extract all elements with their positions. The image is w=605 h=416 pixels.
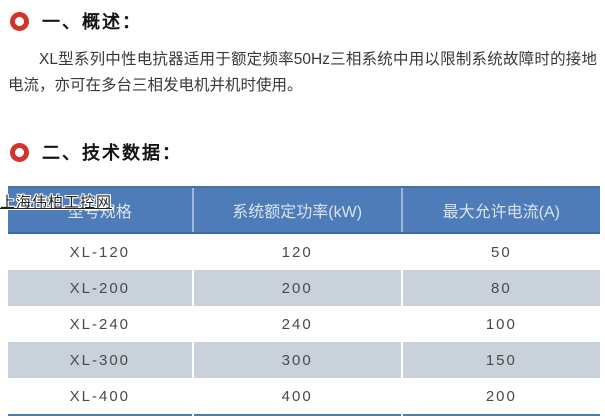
cell-current: 50 (400, 233, 600, 270)
cell-power: 200 (191, 270, 402, 306)
cell-power: 300 (191, 342, 402, 378)
overview-paragraph: XL型系列中性电抗器适用于额定频率50Hz三相系统中用以限制系统故障时的接地电流… (8, 51, 597, 94)
cell-power: 120 (191, 233, 402, 270)
technical-heading-text: 二、技术数据： (42, 143, 182, 163)
overview-heading: 一、概述： (0, 0, 605, 34)
cell-power: 240 (191, 306, 402, 342)
technical-data-table: 型号规格 系统额定功率(kW) 最大允许电流(A) XL-120 120 50 … (8, 186, 600, 416)
table-row: XL-240 240 100 (8, 306, 600, 342)
table-header-row: 型号规格 系统额定功率(kW) 最大允许电流(A) (8, 186, 600, 234)
cell-model: XL-120 (69, 243, 131, 261)
table-row: XL-300 300 150 (8, 342, 600, 378)
cell-model: XL-240 (69, 315, 131, 333)
overview-heading-text: 一、概述： (42, 12, 142, 32)
cell-current: 100 (400, 306, 600, 342)
column-header-max-current: 最大允许电流(A) (400, 186, 600, 234)
cell-current: 200 (400, 378, 600, 415)
column-header-rated-power: 系统额定功率(kW) (191, 186, 402, 234)
cell-model: XL-200 (69, 279, 131, 297)
cell-model: XL-300 (69, 351, 131, 369)
technical-heading: 二、技术数据： (0, 99, 605, 165)
table-row: XL-400 400 200 (8, 378, 600, 415)
table-row: XL-200 200 80 (8, 270, 600, 306)
red-donut-bullet-icon (10, 11, 29, 31)
red-donut-bullet-icon (10, 142, 29, 162)
cell-model: XL-400 (69, 387, 131, 405)
cell-power: 400 (191, 378, 402, 415)
table-row: XL-120 120 50 (8, 233, 600, 270)
cell-current: 150 (400, 342, 600, 378)
column-header-model: 型号规格 (8, 186, 193, 234)
cell-current: 80 (400, 270, 600, 306)
